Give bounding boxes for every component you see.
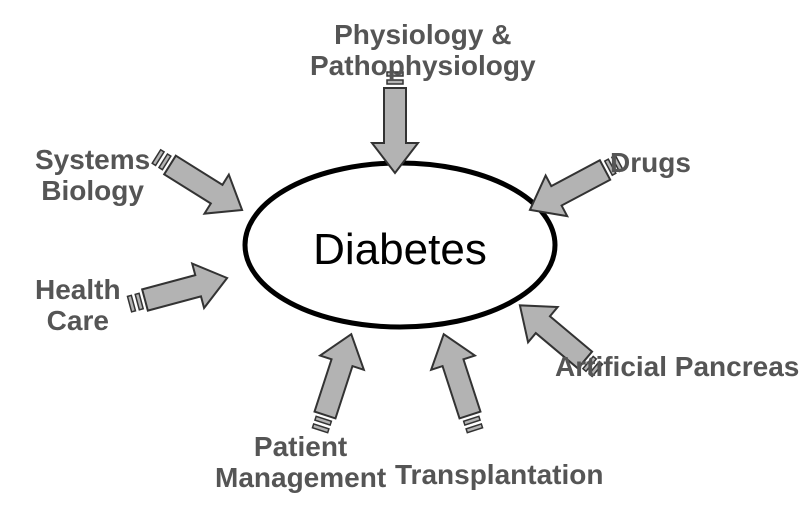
- systems-arrow: [144, 137, 254, 230]
- drugs-label: Drugs: [610, 148, 691, 179]
- artificial-label: Artificial Pancreas: [555, 352, 799, 383]
- systems-label: Systems Biology: [35, 145, 150, 207]
- healthcare-label: Health Care: [35, 275, 121, 337]
- transplant-label: Transplantation: [395, 460, 603, 491]
- center-label: Diabetes: [0, 225, 800, 275]
- physiology-label: Physiology & Pathophysiology: [310, 20, 536, 82]
- physiology-arrow: [372, 72, 418, 173]
- patient-label: Patient Management: [215, 432, 386, 494]
- transplant-arrow: [422, 327, 497, 437]
- patient-arrow: [298, 327, 373, 437]
